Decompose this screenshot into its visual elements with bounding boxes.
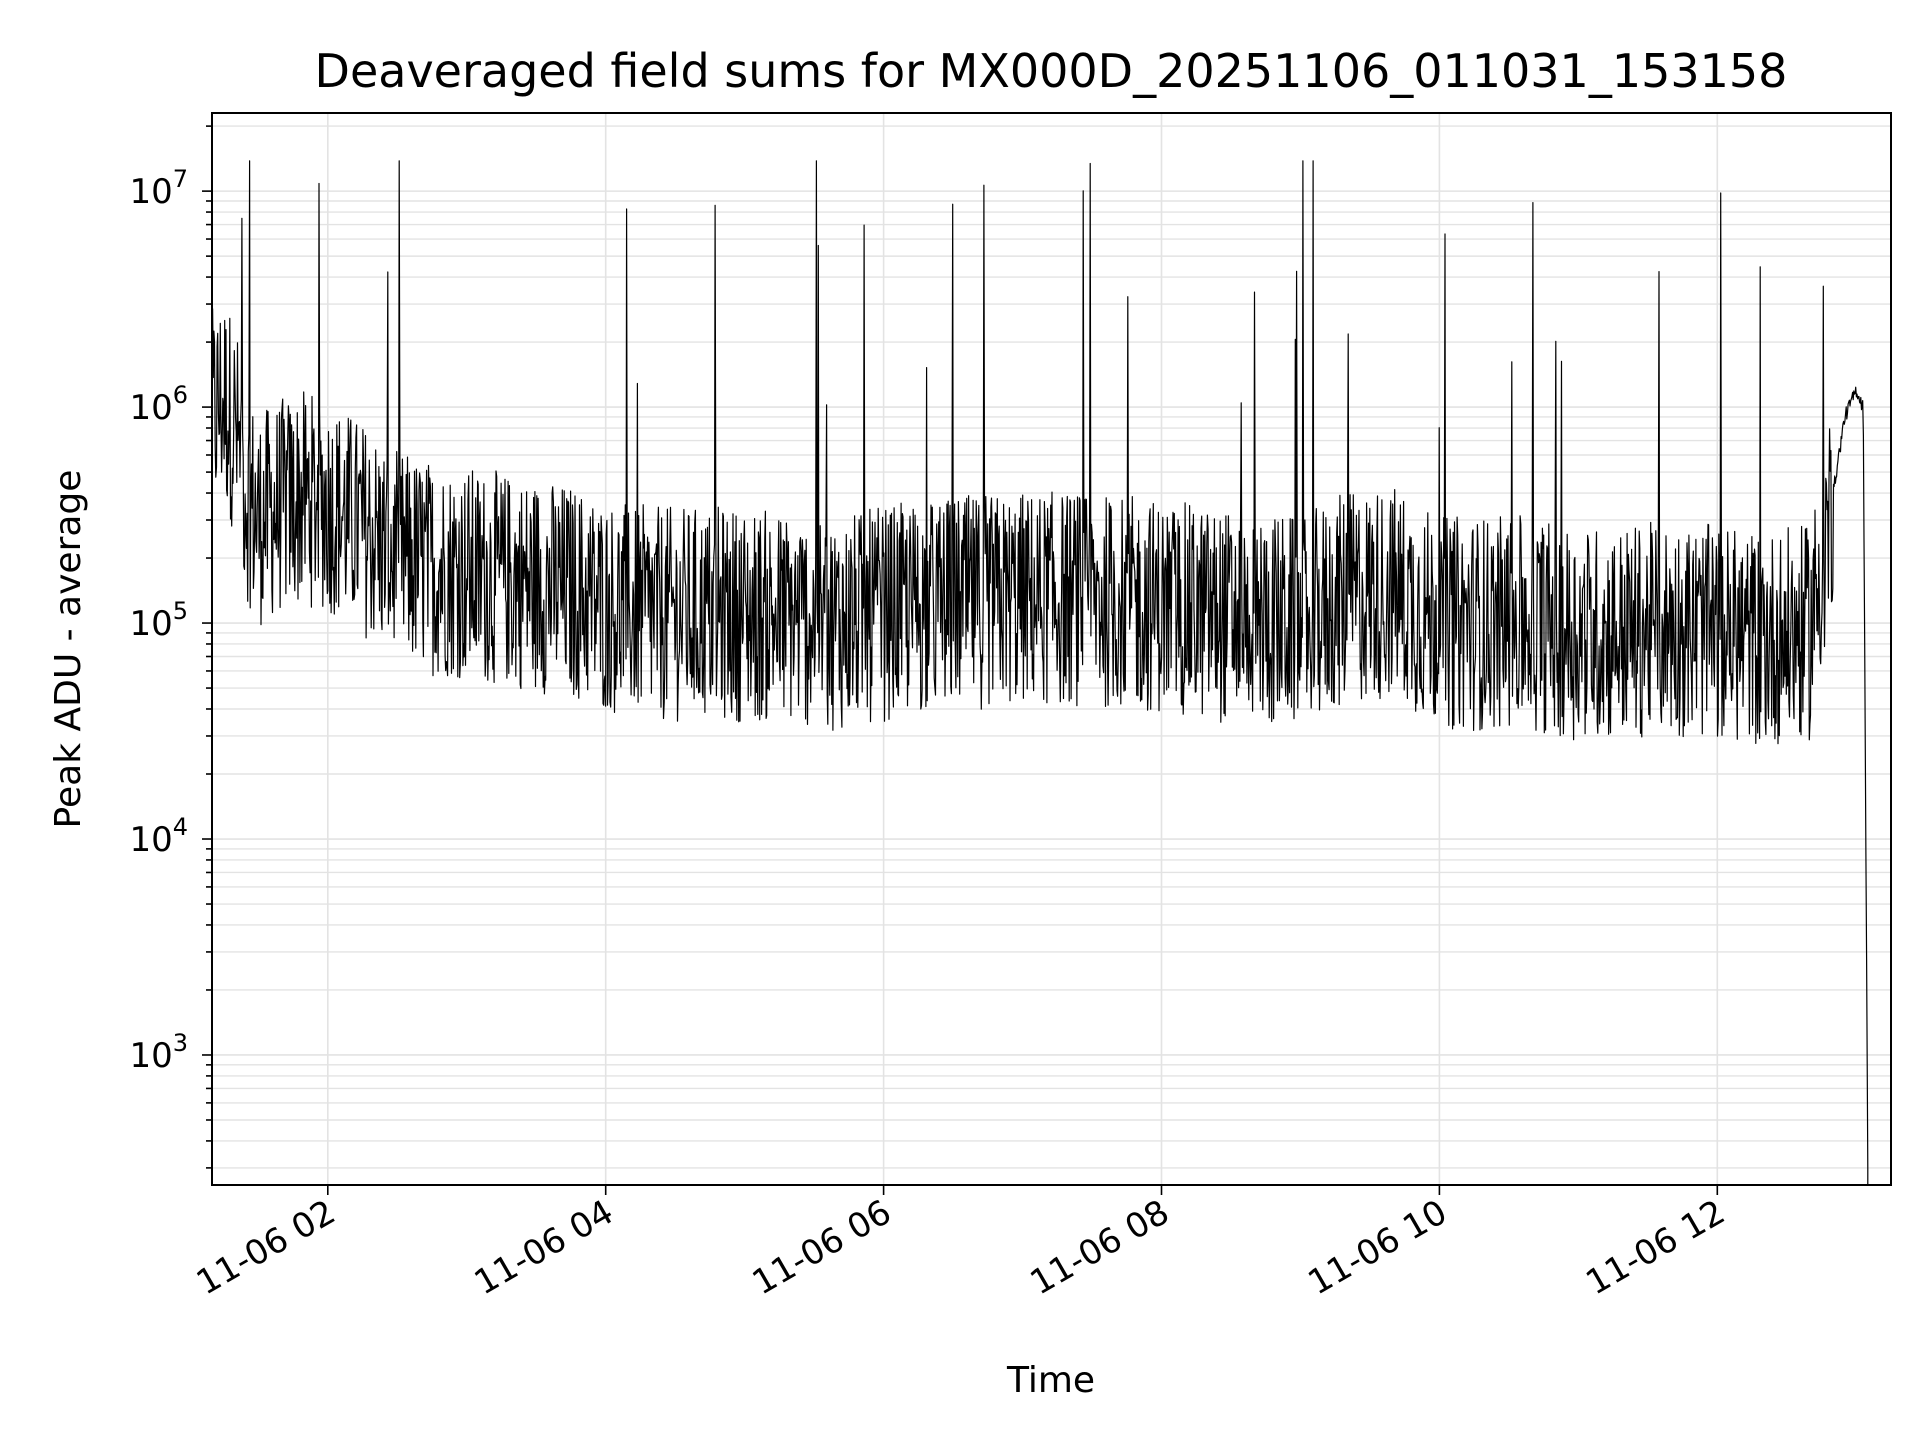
y-tick-label: 103 bbox=[129, 1029, 188, 1076]
series-line bbox=[212, 160, 1869, 1185]
x-axis-label: Time bbox=[1006, 1360, 1095, 1401]
y-axis: 103 104 105 106 107 bbox=[129, 125, 212, 1169]
y-tick-label: 106 bbox=[129, 381, 188, 428]
y-tick-label: 107 bbox=[129, 165, 188, 212]
y-tick-label: 105 bbox=[129, 597, 188, 644]
y-tick-label: 104 bbox=[129, 813, 188, 860]
y-axis-label: Peak ADU - average bbox=[48, 470, 89, 829]
chart-title: Deaveraged field sums for MX000D_2025110… bbox=[315, 44, 1788, 98]
plot-frame bbox=[211, 112, 1892, 1186]
